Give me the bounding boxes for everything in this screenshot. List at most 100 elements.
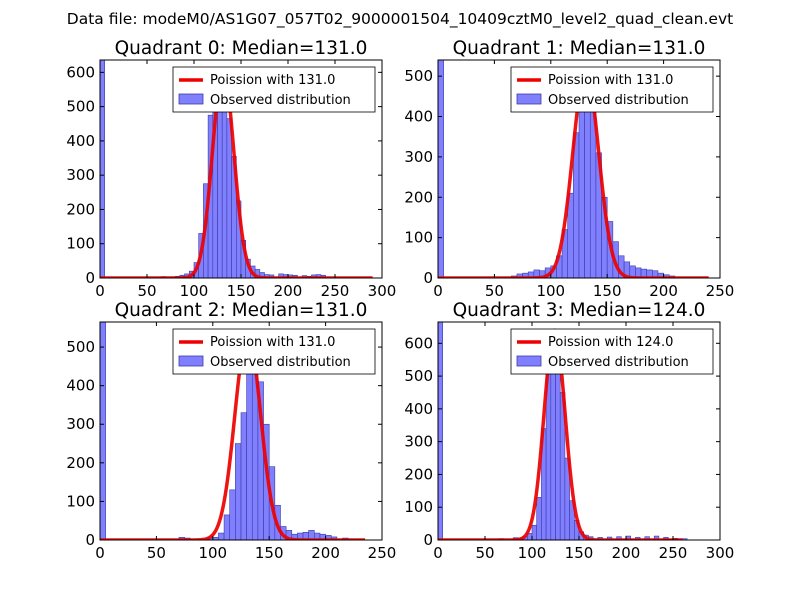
x-tick-label: 250 [706, 282, 735, 300]
x-tick-label: 200 [274, 282, 303, 300]
y-tick-label: 500 [404, 367, 433, 385]
legend-label-fit: Poission with 131.0 [548, 73, 673, 88]
histogram-bar [438, 60, 444, 278]
legend-label-observed: Observed distribution [548, 93, 689, 108]
y-tick-label: 100 [404, 229, 433, 247]
legend-label-fit: Poission with 131.0 [210, 335, 335, 350]
histogram-bar [229, 489, 236, 540]
histogram-bar [223, 514, 231, 540]
histogram-bar [100, 60, 105, 278]
legend-bar-swatch [516, 93, 542, 105]
y-tick-label: 200 [66, 200, 95, 218]
histogram-bar [531, 524, 537, 540]
histogram-bar [226, 118, 232, 278]
legend-frame [510, 328, 714, 375]
x-tick-label: 100 [180, 282, 209, 300]
legend-label-observed: Observed distribution [210, 93, 351, 108]
y-tick-label: 500 [66, 98, 95, 116]
y-tick-label: 0 [85, 531, 95, 549]
quadrant-1-axes-frame [437, 59, 721, 279]
x-tick-label: 50 [485, 282, 504, 300]
figure-suptitle: Data file: modeM0/AS1G07_057T02_90000015… [67, 10, 733, 29]
x-tick-label: 200 [612, 544, 641, 562]
y-tick-label: 0 [423, 269, 433, 287]
x-tick-label: 0 [433, 544, 443, 562]
y-tick-label: 600 [66, 63, 95, 81]
legend-label-fit: Poission with 124.0 [548, 335, 673, 350]
y-tick-label: 200 [404, 465, 433, 483]
histogram-bar [218, 532, 225, 540]
y-tick-label: 0 [85, 269, 95, 287]
legend-label-observed: Observed distribution [210, 355, 351, 370]
poisson-fit-line [100, 331, 367, 540]
legend-frame [172, 328, 376, 375]
quadrant-1-panel: Quadrant 1: Median=131.0 0 50 100 150 200 250 0… [404, 38, 734, 300]
y-tick-label: 600 [404, 334, 433, 352]
x-tick-label: 0 [433, 282, 443, 300]
x-tick-label: 200 [649, 282, 678, 300]
y-tick-label: 400 [66, 377, 95, 395]
x-tick-label: 250 [659, 544, 688, 562]
legend-bar-swatch [178, 355, 204, 367]
quadrant-3-legend: Poission with 124.0 Observed distribution [510, 328, 714, 375]
quadrant-1-legend: Poission with 131.0 Observed distribution [510, 66, 714, 113]
x-tick-label: 300 [706, 544, 735, 562]
legend-label-fit: Poission with 131.0 [210, 73, 335, 88]
y-tick-label: 300 [66, 415, 95, 433]
histogram-bar [240, 412, 247, 540]
y-tick-label: 300 [404, 433, 433, 451]
histogram-bar [578, 91, 585, 278]
histogram-bar [438, 322, 443, 540]
x-tick-label: 200 [311, 544, 340, 562]
x-tick-label: 150 [565, 544, 594, 562]
y-tick-label: 400 [66, 132, 95, 150]
quadrant-0-legend: Poission with 131.0 Observed distribution [172, 66, 376, 113]
x-tick-label: 150 [227, 282, 256, 300]
x-tick-label: 50 [475, 544, 494, 562]
histogram-bar [235, 443, 242, 540]
x-tick-label: 250 [321, 282, 350, 300]
x-tick-label: 300 [368, 282, 397, 300]
poisson-fit-line [438, 68, 710, 278]
quadrant-0-title: Quadrant 0: Median=131.0 [115, 38, 368, 59]
legend-bar-swatch [516, 355, 542, 367]
histogram-bar [221, 85, 228, 278]
y-tick-label: 200 [66, 454, 95, 472]
y-tick-label: 200 [404, 188, 433, 206]
quadrant-1-title: Quadrant 1: Median=131.0 [453, 38, 706, 59]
x-tick-label: 50 [137, 282, 156, 300]
y-tick-label: 500 [66, 338, 95, 356]
y-tick-label: 0 [423, 531, 433, 549]
y-tick-label: 300 [404, 148, 433, 166]
quadrant-0-panel: Quadrant 0: Median=131.0 0 50 100 150 200 250 3… [66, 38, 396, 300]
y-tick-label: 100 [66, 492, 95, 510]
y-tick-label: 500 [404, 67, 433, 85]
legend-frame [510, 66, 714, 113]
histogram-bar [100, 322, 106, 540]
x-tick-label: 100 [536, 282, 565, 300]
quadrant-3-panel: Quadrant 3: Median=124.0 0 50 100 150 200 250 3… [404, 300, 734, 562]
y-tick-label: 100 [66, 235, 95, 253]
y-tick-label: 300 [66, 166, 95, 184]
x-tick-label: 150 [593, 282, 622, 300]
quadrant-2-axes-frame [99, 321, 383, 541]
x-tick-label: 0 [95, 544, 105, 562]
legend-bar-swatch [178, 93, 204, 105]
histogram-bar [536, 497, 542, 540]
x-tick-label: 50 [147, 544, 166, 562]
quadrant-2-panel: Quadrant 2: Median=131.0 0 50 100 150 200 250 0… [66, 300, 396, 562]
legend-label-observed: Observed distribution [548, 355, 689, 370]
x-tick-label: 0 [95, 282, 105, 300]
legend-frame [172, 66, 376, 113]
x-tick-label: 150 [255, 544, 284, 562]
x-tick-label: 100 [518, 544, 547, 562]
quadrant-3-title: Quadrant 3: Median=124.0 [453, 300, 706, 321]
poisson-fit-line [100, 68, 374, 278]
y-tick-label: 400 [404, 108, 433, 126]
y-tick-label: 400 [404, 400, 433, 418]
x-tick-label: 250 [368, 544, 397, 562]
quadrant-2-title: Quadrant 2: Median=131.0 [115, 300, 368, 321]
y-tick-label: 100 [404, 498, 433, 516]
x-tick-label: 100 [198, 544, 227, 562]
